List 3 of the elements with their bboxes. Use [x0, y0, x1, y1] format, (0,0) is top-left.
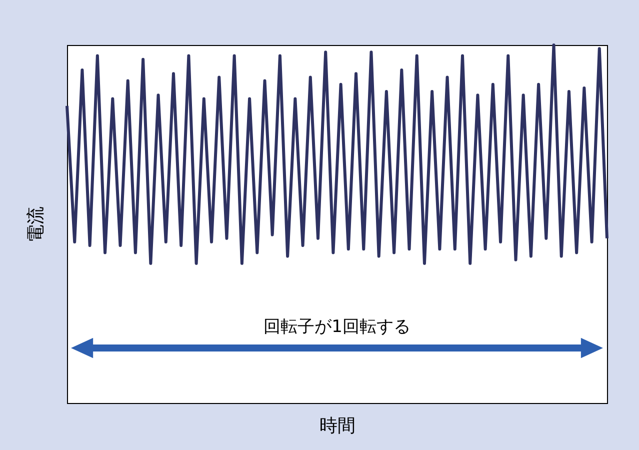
annotation: 回転子が1回転する	[264, 317, 410, 337]
y-axis-title: 電流	[26, 206, 46, 242]
x-axis-title: 時間	[320, 416, 356, 436]
